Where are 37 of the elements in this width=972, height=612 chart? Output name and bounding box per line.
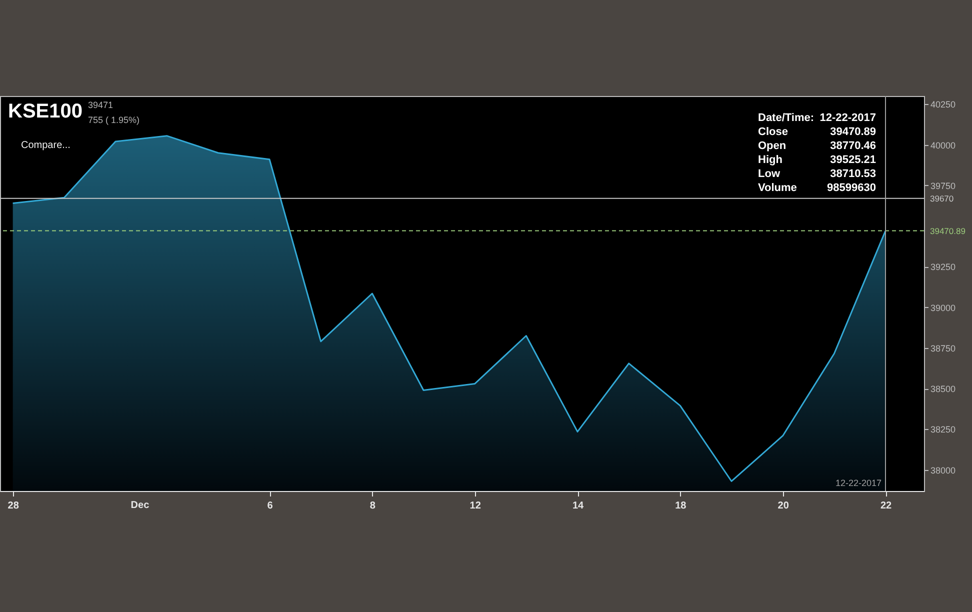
annotation: 12-22-2017: [820, 112, 876, 124]
x-tick-label: 22: [880, 500, 892, 512]
ref-line-label: 12-22-2017: [835, 478, 882, 488]
y-tick-label: 40000: [930, 140, 956, 150]
y-tick-label: 38750: [930, 343, 956, 354]
annotation: 38710.53: [830, 168, 876, 180]
annotation: 39470.89: [830, 126, 876, 138]
x-tick-label: 28: [8, 500, 20, 512]
y-tick-label: 38000: [930, 465, 956, 476]
y-tick-label: 40250: [930, 100, 956, 110]
x-tick-label: 12: [470, 500, 482, 512]
annotation: 38770.46: [830, 140, 876, 152]
y-tick-label: 39000: [930, 302, 956, 313]
y-tick-label: 39250: [930, 262, 956, 272]
text: Dec: [130, 500, 150, 511]
y-tick-label: 38500: [930, 384, 956, 394]
annotation: 39525.21: [830, 154, 876, 166]
y-tick-label: 39750: [930, 180, 956, 191]
annotation: Compare...: [21, 140, 70, 151]
x-tick-label: 20: [778, 500, 790, 512]
annotation: 755 ( 1.95%): [88, 115, 140, 125]
annotation: Date/Time:: [758, 112, 814, 124]
annotation: 39471: [88, 100, 114, 110]
x-tick-label: 18: [675, 500, 687, 512]
y-tick-label: 38250: [930, 424, 956, 435]
annotation: Low: [758, 168, 780, 180]
annotation: Close: [758, 126, 788, 138]
annotation: 98599630: [827, 182, 876, 194]
annotation: Volume: [758, 182, 797, 194]
annotation: Open: [758, 140, 786, 152]
ref-line-label: 39470.89: [930, 226, 966, 236]
chart-title: KSE100: [8, 100, 82, 122]
ref-line-label: 39670: [930, 193, 954, 204]
annotation: High: [758, 154, 783, 166]
x-tick-label: 6: [267, 500, 274, 512]
x-tick-label: 8: [370, 500, 376, 512]
x-tick-label: 14: [572, 500, 584, 512]
